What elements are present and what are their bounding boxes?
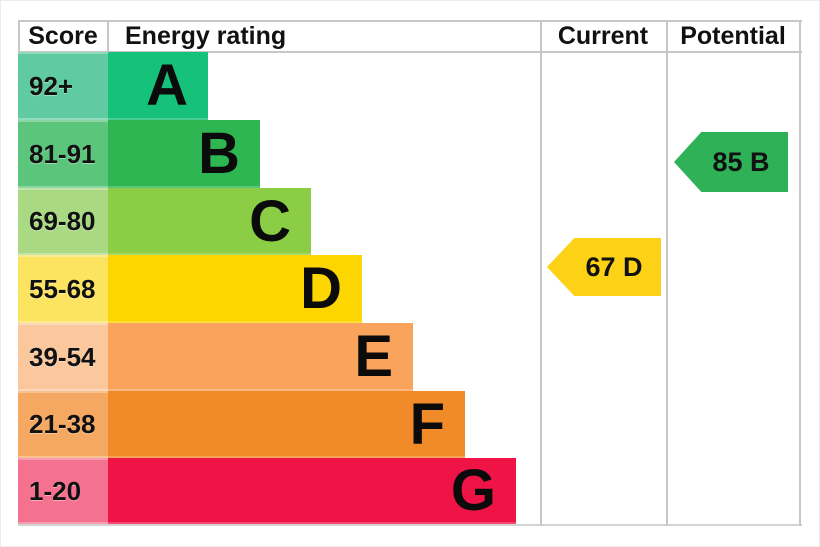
current-column-header: Current	[557, 22, 649, 50]
potential-column-divider	[666, 20, 668, 526]
rating-bar-b: B	[108, 120, 260, 188]
table-left-border	[18, 20, 20, 52]
score-cell-g: 1-20	[18, 458, 108, 524]
potential-rating-label: 85 B	[712, 146, 770, 177]
band-letter: F	[409, 391, 445, 457]
energy-rating-column-header: Energy rating	[125, 22, 287, 50]
score-cell-a: 92+	[18, 52, 108, 120]
band-letter: C	[249, 188, 291, 254]
rating-bar-f: F	[108, 391, 465, 458]
score-column-header: Score	[28, 22, 98, 50]
table-bottom-border	[18, 524, 802, 526]
band-letter: E	[354, 324, 393, 389]
band-letter: B	[198, 121, 240, 186]
score-cell-f: 21-38	[18, 391, 108, 458]
current-rating-label: 67 D	[585, 251, 643, 282]
table-right-border	[799, 20, 801, 526]
band-row-g: 1-20 G	[18, 458, 800, 524]
table-top-border	[18, 20, 802, 22]
score-range-label: 81-91	[29, 138, 96, 169]
band-row-a: 92+ A	[18, 52, 800, 120]
rating-bar-c: C	[108, 188, 311, 255]
rating-bar-e: E	[108, 323, 413, 391]
score-cell-c: 69-80	[18, 188, 108, 255]
score-cell-d: 55-68	[18, 255, 108, 323]
band-letter: A	[146, 53, 188, 118]
score-range-label: 1-20	[29, 475, 82, 506]
band-letter: G	[450, 458, 496, 523]
potential-column-header: Potential	[680, 22, 786, 50]
score-range-label: 69-80	[29, 206, 96, 236]
band-row-e: 39-54 E	[18, 323, 800, 391]
band-row-d: 55-68 D	[18, 255, 800, 323]
header-bottom-border	[18, 51, 802, 53]
score-range-label: 39-54	[29, 341, 96, 372]
potential-rating-arrow: 85 B	[674, 132, 788, 192]
band-letter: D	[300, 256, 342, 321]
score-range-label: 92+	[29, 70, 74, 101]
score-cell-b: 81-91	[18, 120, 108, 188]
score-range-label: 55-68	[29, 273, 96, 304]
rating-bar-d: D	[108, 255, 362, 323]
score-range-label: 21-38	[29, 409, 96, 439]
current-column-divider	[540, 20, 542, 526]
score-cell-e: 39-54	[18, 323, 108, 391]
band-row-c: 69-80 C	[18, 188, 800, 255]
band-row-b: 81-91 B	[18, 120, 800, 188]
current-rating-arrow: 67 D	[547, 238, 661, 296]
rating-bar-g: G	[108, 458, 516, 524]
score-column-divider	[107, 20, 109, 52]
rating-bar-a: A	[108, 52, 208, 120]
band-row-f: 21-38 F	[18, 391, 800, 458]
